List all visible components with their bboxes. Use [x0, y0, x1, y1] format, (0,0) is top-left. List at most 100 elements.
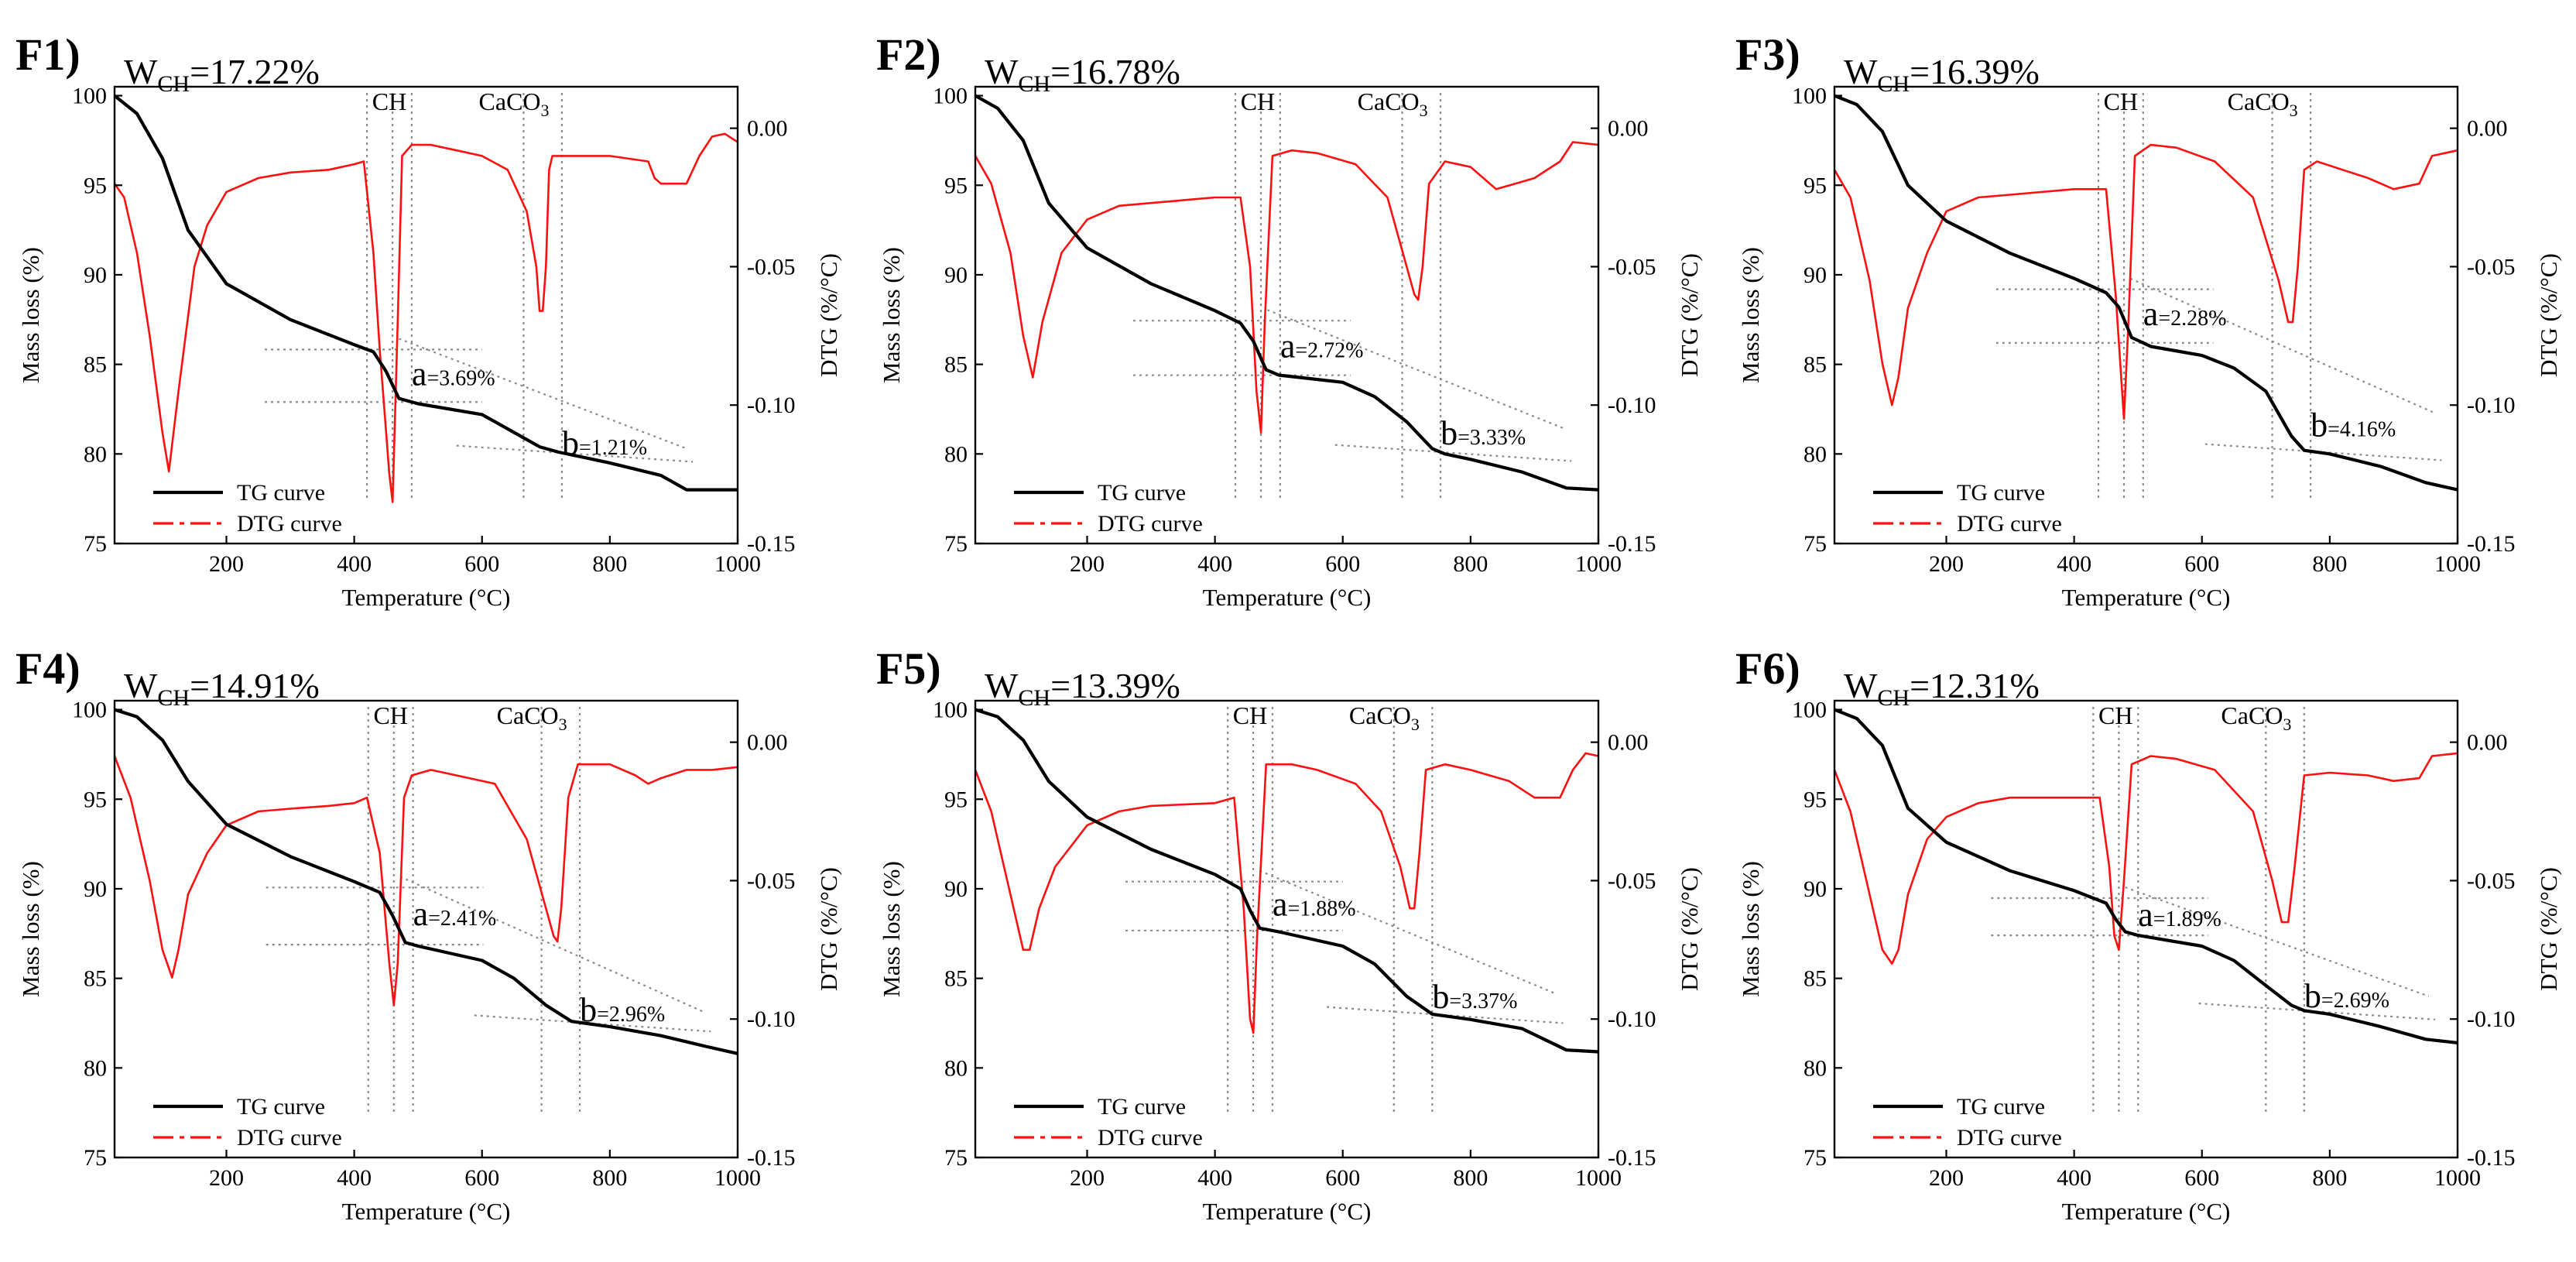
panel-label: F2): [876, 29, 941, 80]
x-tick-label: 800: [592, 551, 627, 577]
x-tick-label: 400: [2057, 551, 2091, 577]
chart-panel-2: 200 400 600 800 1000 75 80 85 90 95 100 0.00 -0.05 -0…: [876, 29, 1703, 611]
panel-label: F1): [15, 29, 80, 80]
b-annotation: b=3.33%: [1440, 414, 1526, 452]
ch-peak-label: CH: [372, 87, 406, 115]
x-tick-label: 600: [2184, 1165, 2219, 1191]
y-left-tick-label: 90: [944, 876, 968, 902]
y-left-axis-title: Mass loss (%): [17, 861, 44, 997]
wch-prefix: W: [124, 666, 158, 705]
b-guide-bottom: [456, 444, 694, 463]
b-letter: b: [1440, 414, 1458, 452]
y-right-tick-label: 0.00: [2467, 730, 2508, 756]
y-left-tick-label: 85: [1804, 352, 1827, 378]
b-value: =4.16%: [2328, 417, 2396, 441]
y-left-tick-label: 90: [84, 876, 107, 902]
y-right-tick-label: -0.10: [1608, 1007, 1656, 1032]
tg-curve-line: [114, 708, 738, 1055]
wch-value: =14.91%: [190, 666, 320, 705]
x-axis-title: Temperature (°C): [342, 1198, 511, 1225]
y-left-tick-label: 100: [933, 84, 968, 109]
caco3-subscript: 3: [2290, 101, 2298, 120]
caco3-base: CaCO: [1358, 87, 1420, 115]
wch-subscript: CH: [157, 685, 190, 711]
panel-label: F4): [15, 643, 80, 694]
b-annotation: b=2.96%: [580, 991, 665, 1029]
ch-peak-label: CH: [2098, 701, 2132, 729]
dtg-curve-line: [113, 756, 738, 1007]
y-left-tick-label: 85: [944, 966, 968, 992]
y-left-tick-label: 100: [1792, 84, 1827, 109]
dtg-curve-line: [1833, 752, 2458, 965]
legend-tg-label: TG curve: [237, 480, 325, 506]
y-left-tick-label: 85: [84, 352, 107, 378]
y-right-tick-label: -0.15: [747, 1145, 796, 1171]
wch-annotation: WCH=13.39%: [985, 666, 1180, 711]
x-tick-label: 600: [1325, 1165, 1360, 1191]
x-tick-label: 200: [1070, 551, 1105, 577]
x-tick-label: 200: [1929, 1165, 1964, 1191]
wch-annotation: WCH=14.91%: [124, 666, 320, 711]
y-right-tick-label: 0.00: [1608, 116, 1649, 142]
wch-subscript: CH: [1877, 71, 1910, 97]
caco3-base: CaCO: [1349, 701, 1411, 729]
a-letter: a: [2143, 295, 2159, 333]
b-guide-bottom: [1334, 444, 1572, 462]
x-tick-label: 800: [2312, 1165, 2347, 1191]
legend: TG curve DTG curve: [1014, 480, 1203, 537]
y-right-tick-label: -0.05: [2467, 254, 2516, 279]
y-left-tick-label: 95: [1804, 173, 1827, 198]
y-right-tick-label: -0.05: [747, 254, 796, 279]
y-left-tick-label: 100: [933, 698, 968, 723]
legend-dtg-label: DTG curve: [237, 511, 342, 537]
tg-curve-line: [975, 708, 1599, 1054]
caco3-subscript: 3: [1420, 101, 1428, 120]
a-annotation: a=2.28%: [2143, 295, 2227, 333]
y-right-tick-label: -0.05: [1608, 254, 1656, 279]
dtg-curve-line: [1833, 143, 2458, 420]
dtg-curve-line: [113, 132, 738, 503]
y-right-tick-label: -0.15: [2467, 531, 2516, 557]
a-value: =2.28%: [2158, 307, 2226, 331]
tg-curve-line: [113, 94, 738, 492]
y-left-axis-title: Mass loss (%): [1737, 247, 1764, 383]
y-right-axis-title: DTG (%/°C): [1676, 867, 1703, 991]
y-left-tick-label: 95: [944, 787, 968, 812]
legend-dtg-label: DTG curve: [1098, 1125, 1203, 1151]
x-tick-label: 1000: [714, 1165, 761, 1191]
ch-peak-label: CH: [2104, 87, 2138, 115]
y-left-tick-label: 100: [72, 698, 107, 723]
caco3-subscript: 3: [541, 101, 550, 120]
legend-dtg-label: DTG curve: [237, 1125, 342, 1151]
b-letter: b: [2304, 977, 2321, 1015]
a-annotation: a=2.72%: [1280, 327, 1364, 365]
plot-frame: [113, 699, 739, 1159]
legend-tg-label: TG curve: [1957, 480, 2045, 506]
legend: TG curve DTG curve: [1873, 480, 2062, 537]
x-tick-label: 600: [1325, 551, 1360, 577]
x-axis-title: Temperature (°C): [1203, 1198, 1372, 1225]
b-value: =1.21%: [579, 436, 647, 460]
x-tick-label: 600: [2184, 551, 2219, 577]
y-right-tick-label: -0.10: [1608, 393, 1656, 418]
chart-panel-3: 200 400 600 800 1000 75 80 85 90 95 100 0.00 -0.05 -0…: [1735, 29, 2562, 611]
wch-value: =16.39%: [1910, 52, 2040, 91]
y-right-tick-label: 0.00: [2467, 116, 2508, 142]
b-annotation: b=4.16%: [2311, 406, 2396, 444]
y-left-tick-label: 80: [1804, 1055, 1827, 1081]
x-tick-label: 600: [464, 551, 499, 577]
wch-value: =12.31%: [1910, 666, 2040, 705]
y-left-tick-label: 85: [944, 352, 968, 378]
wch-annotation: WCH=16.78%: [985, 52, 1180, 97]
panel-label: F6): [1735, 643, 1800, 694]
x-tick-label: 200: [1070, 1165, 1105, 1191]
legend-dtg-label: DTG curve: [1957, 1125, 2062, 1151]
legend-tg-label: TG curve: [237, 1094, 325, 1120]
y-left-tick-label: 95: [1804, 787, 1827, 812]
a-value: =3.69%: [426, 366, 495, 390]
x-tick-label: 400: [337, 1165, 372, 1191]
y-left-tick-label: 85: [84, 966, 107, 992]
wch-value: =13.39%: [1050, 666, 1180, 705]
x-tick-label: 1000: [1575, 1165, 1622, 1191]
